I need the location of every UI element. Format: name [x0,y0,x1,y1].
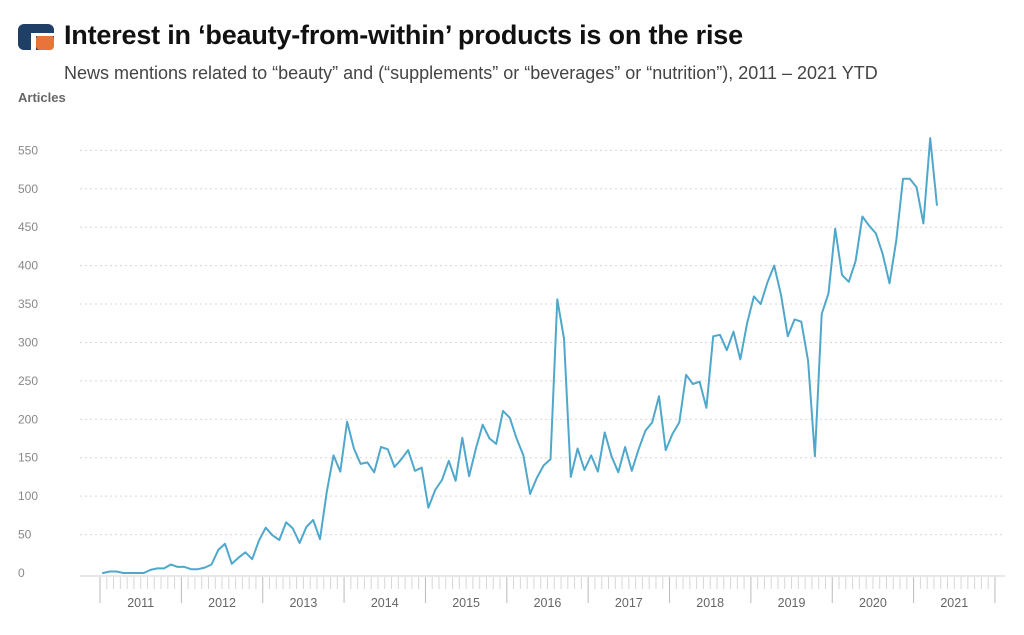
x-year-label: 2017 [615,596,643,610]
y-tick-label: 100 [18,489,38,503]
y-tick-label: 300 [18,335,38,349]
y-tick-label: 150 [18,451,38,465]
x-year-label: 2015 [452,596,480,610]
x-year-label: 2012 [208,596,236,610]
x-year-label: 2011 [127,596,154,610]
y-tick-label: 0 [18,566,25,580]
x-year-label: 2016 [534,596,562,610]
y-tick-label: 350 [18,297,38,311]
y-tick-label: 200 [18,412,38,426]
x-year-label: 2018 [696,596,724,610]
x-year-label: 2014 [371,596,399,610]
y-tick-label: 400 [18,259,38,273]
y-tick-label: 450 [18,220,38,234]
x-year-label: 2013 [289,596,317,610]
chart-title: Interest in ‘beauty-from-within’ product… [64,20,743,50]
y-tick-label: 500 [18,182,38,196]
x-year-label: 2019 [778,596,806,610]
series-line [102,137,938,574]
x-year-label: 2020 [859,596,887,610]
y-tick-label: 250 [18,374,38,388]
brand-logo-icon [18,24,54,50]
x-year-label: 2021 [940,596,968,610]
y-tick-label: 50 [18,528,32,542]
y-tick-label: 550 [18,143,38,157]
chart-subtitle: News mentions related to “beauty” and (“… [64,63,878,83]
y-axis-label: Articles [18,90,66,105]
